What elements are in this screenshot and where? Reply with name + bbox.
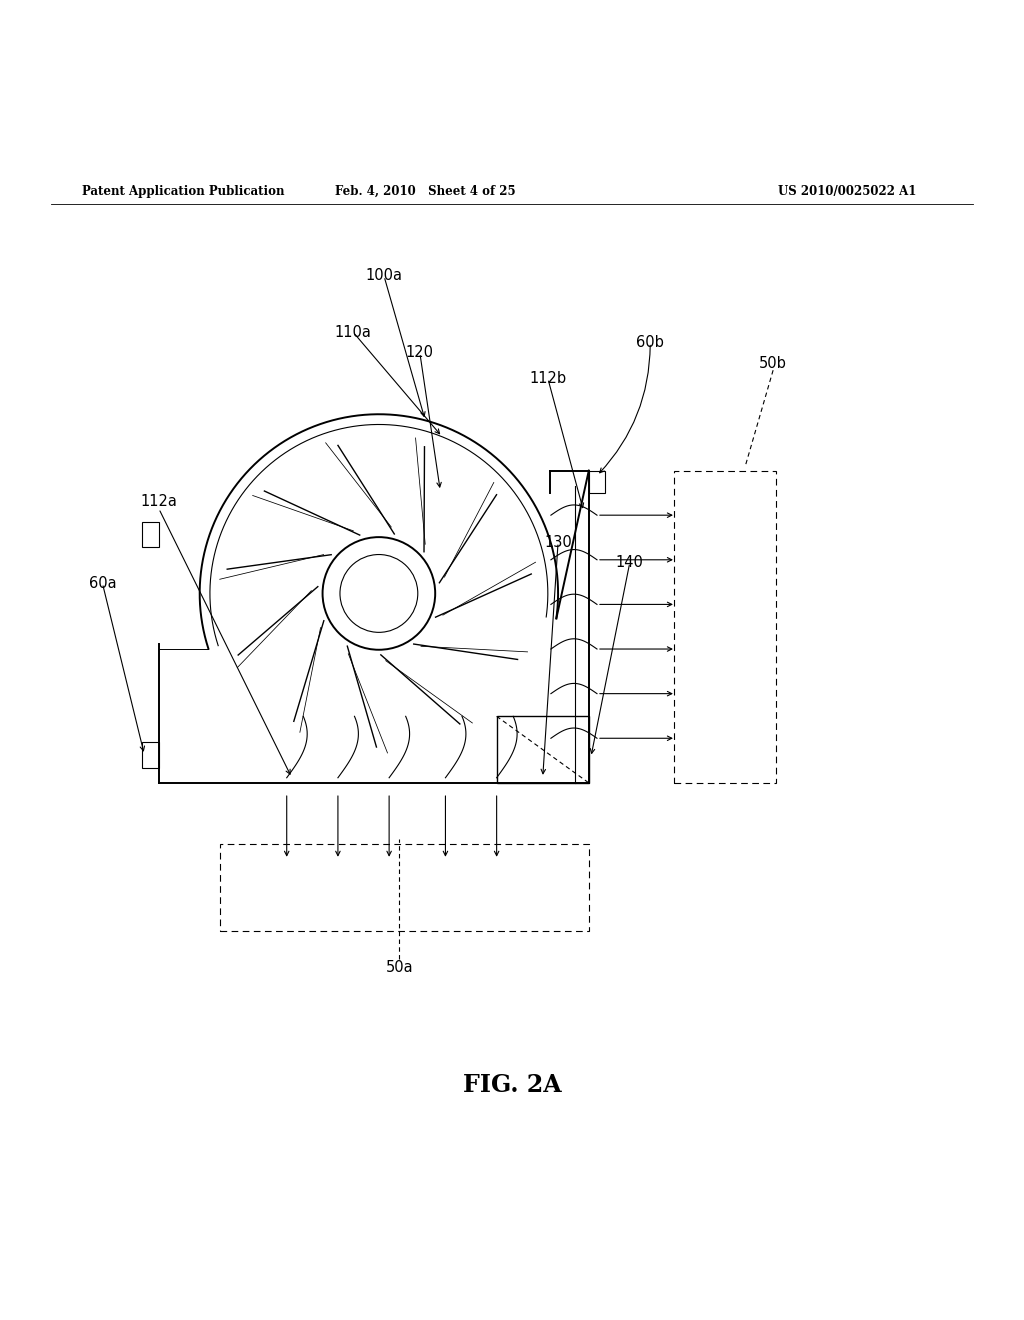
Text: Feb. 4, 2010   Sheet 4 of 25: Feb. 4, 2010 Sheet 4 of 25: [335, 185, 515, 198]
Text: 50a: 50a: [386, 960, 413, 974]
Bar: [674, 470, 776, 783]
Text: US 2010/0025022 A1: US 2010/0025022 A1: [778, 185, 916, 198]
Text: 100a: 100a: [366, 268, 402, 284]
Bar: [589, 470, 605, 494]
Bar: [220, 845, 589, 932]
Text: 60b: 60b: [636, 335, 665, 350]
Text: FIG. 2A: FIG. 2A: [463, 1073, 561, 1097]
Text: 140: 140: [615, 556, 644, 570]
Text: 50b: 50b: [759, 355, 787, 371]
Text: 130: 130: [544, 535, 572, 549]
Bar: [497, 717, 589, 783]
Bar: [142, 521, 159, 548]
Text: 60a: 60a: [89, 576, 116, 591]
Text: Patent Application Publication: Patent Application Publication: [82, 185, 285, 198]
Text: 112b: 112b: [529, 371, 566, 385]
Text: 110a: 110a: [335, 325, 372, 339]
Text: 120: 120: [406, 346, 434, 360]
Text: 112a: 112a: [140, 494, 177, 508]
Bar: [142, 742, 159, 767]
